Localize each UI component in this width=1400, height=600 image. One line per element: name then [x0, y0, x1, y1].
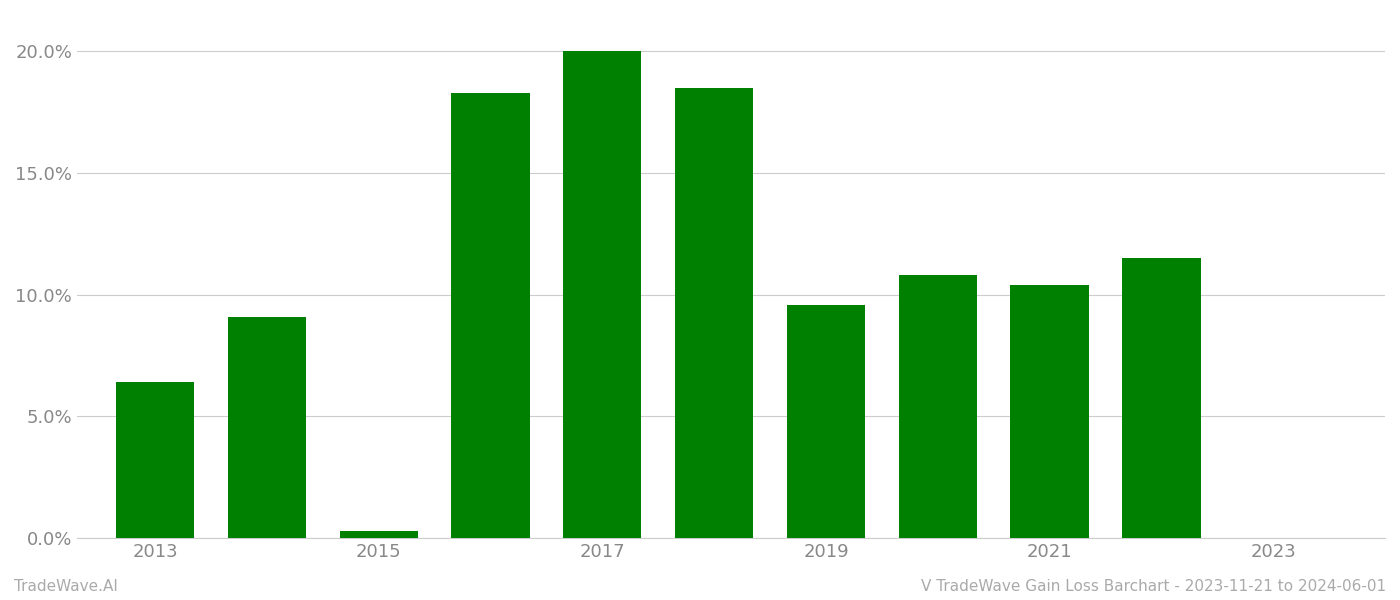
Bar [787, 305, 865, 538]
Bar [1123, 259, 1201, 538]
Bar [899, 275, 977, 538]
Bar [340, 531, 417, 538]
Bar [116, 382, 195, 538]
Bar [1011, 285, 1089, 538]
Bar [451, 93, 529, 538]
Text: TradeWave.AI: TradeWave.AI [14, 579, 118, 594]
Bar [675, 88, 753, 538]
Bar [563, 52, 641, 538]
Text: V TradeWave Gain Loss Barchart - 2023-11-21 to 2024-06-01: V TradeWave Gain Loss Barchart - 2023-11… [921, 579, 1386, 594]
Bar [228, 317, 307, 538]
